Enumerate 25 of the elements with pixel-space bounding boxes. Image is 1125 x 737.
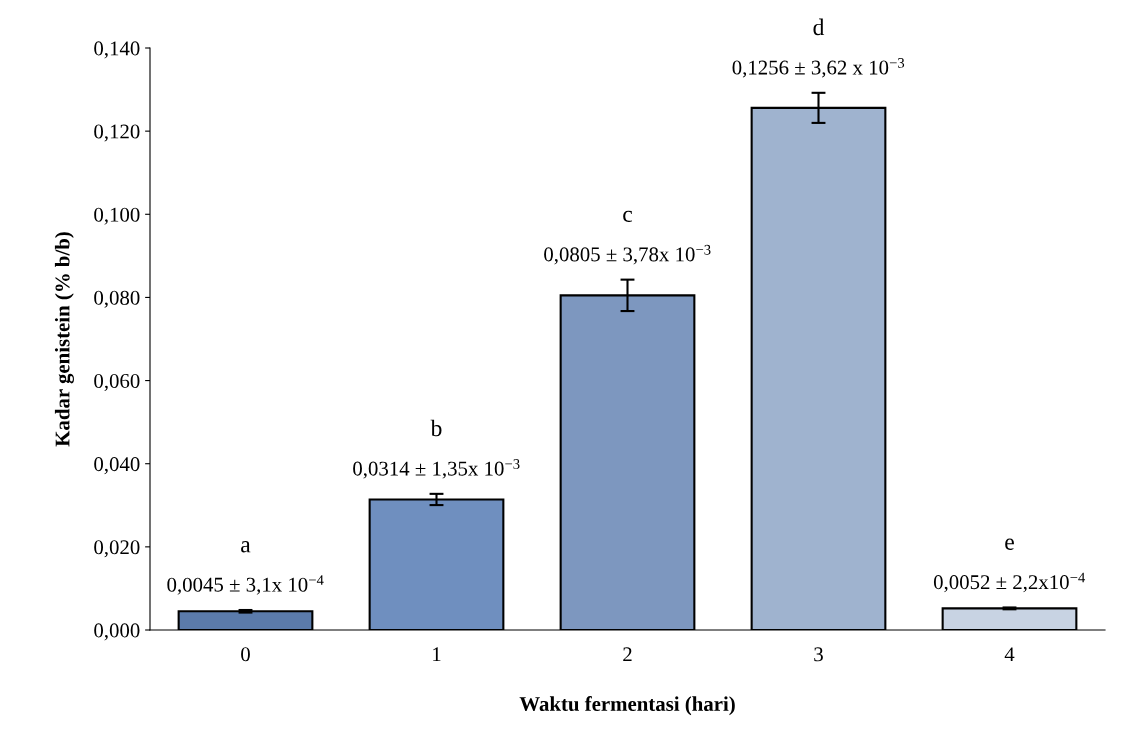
y-tick-label: 0,100	[94, 207, 140, 225]
y-tick-label: 0,080	[94, 290, 140, 308]
x-tick-label: 2	[623, 647, 632, 662]
data-label: 0,0052 ± 2,2x10$^{−4}$	[933, 572, 1086, 593]
y-tick-label: 0,140	[94, 41, 140, 59]
data-label: 0,0045 ± 3,1x 10$^{−4}$	[167, 575, 324, 595]
y-tick-label: 0,060	[94, 373, 140, 391]
y-tick-label: 0,120	[94, 124, 140, 142]
y-tick-label: 0,020	[94, 540, 140, 558]
y-axis-title: Kadar genistein (% b/b)	[54, 232, 74, 447]
text: d	[813, 18, 825, 36]
annotation: a	[241, 541, 251, 553]
x-axis-title: Waktu fermentasi (hari)	[519, 696, 735, 716]
annotation: c	[623, 210, 633, 223]
annotation: e	[1005, 538, 1014, 550]
data-label: 0,0805 ± 3,78x 10$^{−3}$	[544, 244, 711, 265]
data-label: 0,0314 ± 1,35x 10$^{−3}$	[353, 459, 520, 479]
data-label: 0,1256 ± 3,62 x 10$^{−3}$	[732, 58, 905, 78]
y-tick-label: 0,000	[94, 623, 140, 641]
x-tick-label: 3	[814, 647, 823, 662]
y-tick-label: 0,040	[94, 457, 140, 475]
annotation: b	[430, 419, 442, 437]
x-tick-label: 1	[433, 647, 441, 662]
x-tick-label: 4	[1004, 647, 1015, 662]
x-tick-label: 0	[241, 647, 250, 662]
